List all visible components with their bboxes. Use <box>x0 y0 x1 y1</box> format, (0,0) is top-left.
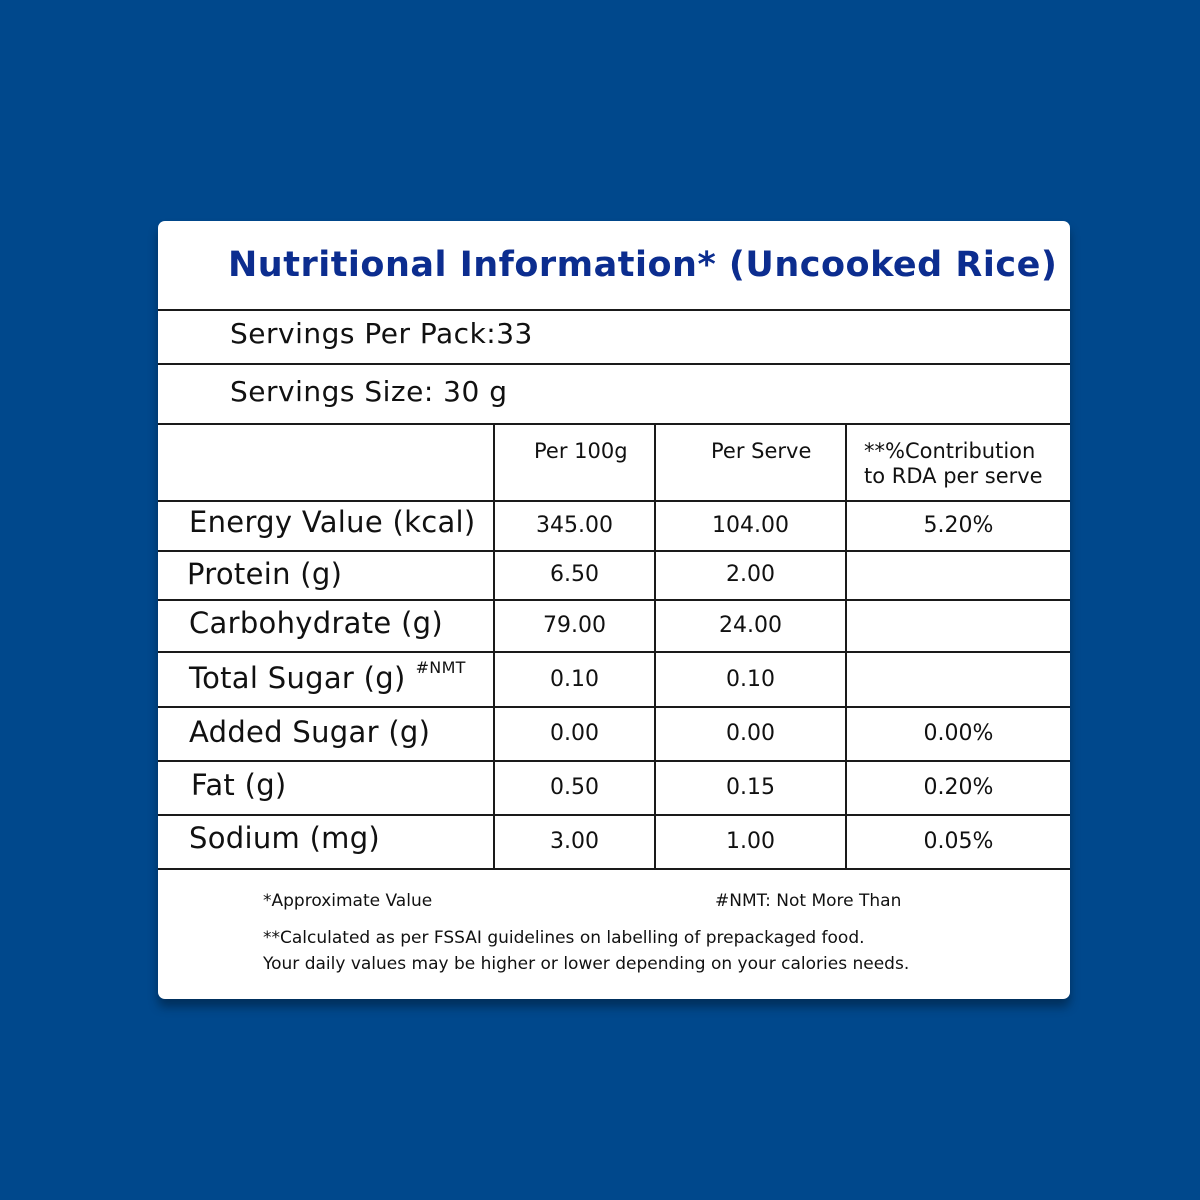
footnote-fssai-line1: **Calculated as per FSSAI guidelines on … <box>263 928 865 948</box>
footnote-fssai-line2: Your daily values may be higher or lower… <box>263 954 910 974</box>
divider <box>158 550 1070 552</box>
column-header-rda-line1: **%Contribution <box>864 439 1036 463</box>
servings-per-pack: Servings Per Pack:33 <box>230 317 533 350</box>
row-energy-per-100g: 345.00 <box>536 513 613 538</box>
row-total-sugar-per-serve: 0.10 <box>726 667 775 692</box>
nutrition-card: Nutritional Information* (Uncooked Rice)… <box>158 221 1070 999</box>
row-added-sugar-per-100g: 0.00 <box>550 721 599 746</box>
row-fat-per-100g: 0.50 <box>550 775 599 800</box>
row-total-sugar-label: Total Sugar (g) <box>189 661 406 695</box>
footnote-approximate: *Approximate Value <box>263 891 433 911</box>
divider <box>158 814 1070 816</box>
row-fat-name: Fat (g) <box>191 768 287 802</box>
row-carbohydrate-per-100g: 79.00 <box>543 613 606 638</box>
divider <box>158 423 1070 425</box>
divider <box>158 599 1070 601</box>
row-protein-name: Protein (g) <box>187 557 343 591</box>
divider <box>158 500 1070 502</box>
nmt-note: #NMT <box>415 658 466 677</box>
column-divider <box>845 423 847 869</box>
row-added-sugar-per-serve: 0.00 <box>726 721 775 746</box>
row-fat-per-serve: 0.15 <box>726 775 775 800</box>
row-sodium-rda: 0.05% <box>923 829 994 854</box>
row-protein-per-serve: 2.00 <box>726 562 775 587</box>
column-header-per-serve: Per Serve <box>711 439 812 463</box>
divider <box>158 651 1070 653</box>
row-sodium-per-100g: 3.00 <box>550 829 599 854</box>
divider <box>158 868 1070 870</box>
row-energy-name: Energy Value (kcal) <box>189 505 476 539</box>
row-total-sugar-per-100g: 0.10 <box>550 667 599 692</box>
row-sodium-per-serve: 1.00 <box>726 829 775 854</box>
divider <box>158 309 1070 311</box>
page-title: Nutritional Information* (Uncooked Rice) <box>228 245 1058 285</box>
serving-size: Servings Size: 30 g <box>230 375 508 408</box>
row-protein-per-100g: 6.50 <box>550 562 599 587</box>
row-fat-rda: 0.20% <box>923 775 994 800</box>
row-total-sugar-name: Total Sugar (g) #NMT <box>189 658 466 695</box>
divider <box>158 706 1070 708</box>
column-header-rda: **%Contribution to RDA per serve <box>864 439 1043 489</box>
row-added-sugar-name: Added Sugar (g) <box>189 715 431 749</box>
column-header-per-100g: Per 100g <box>534 439 628 463</box>
row-energy-rda: 5.20% <box>923 513 994 538</box>
divider <box>158 363 1070 365</box>
row-sodium-name: Sodium (mg) <box>189 821 381 855</box>
footnote-nmt: #NMT: Not More Than <box>715 891 902 911</box>
column-header-rda-line2: to RDA per serve <box>864 464 1043 488</box>
row-carbohydrate-name: Carbohydrate (g) <box>189 606 444 640</box>
column-divider <box>493 423 495 869</box>
column-divider <box>654 423 656 869</box>
row-carbohydrate-per-serve: 24.00 <box>719 613 782 638</box>
row-energy-per-serve: 104.00 <box>712 513 789 538</box>
row-added-sugar-rda: 0.00% <box>923 721 994 746</box>
divider <box>158 760 1070 762</box>
